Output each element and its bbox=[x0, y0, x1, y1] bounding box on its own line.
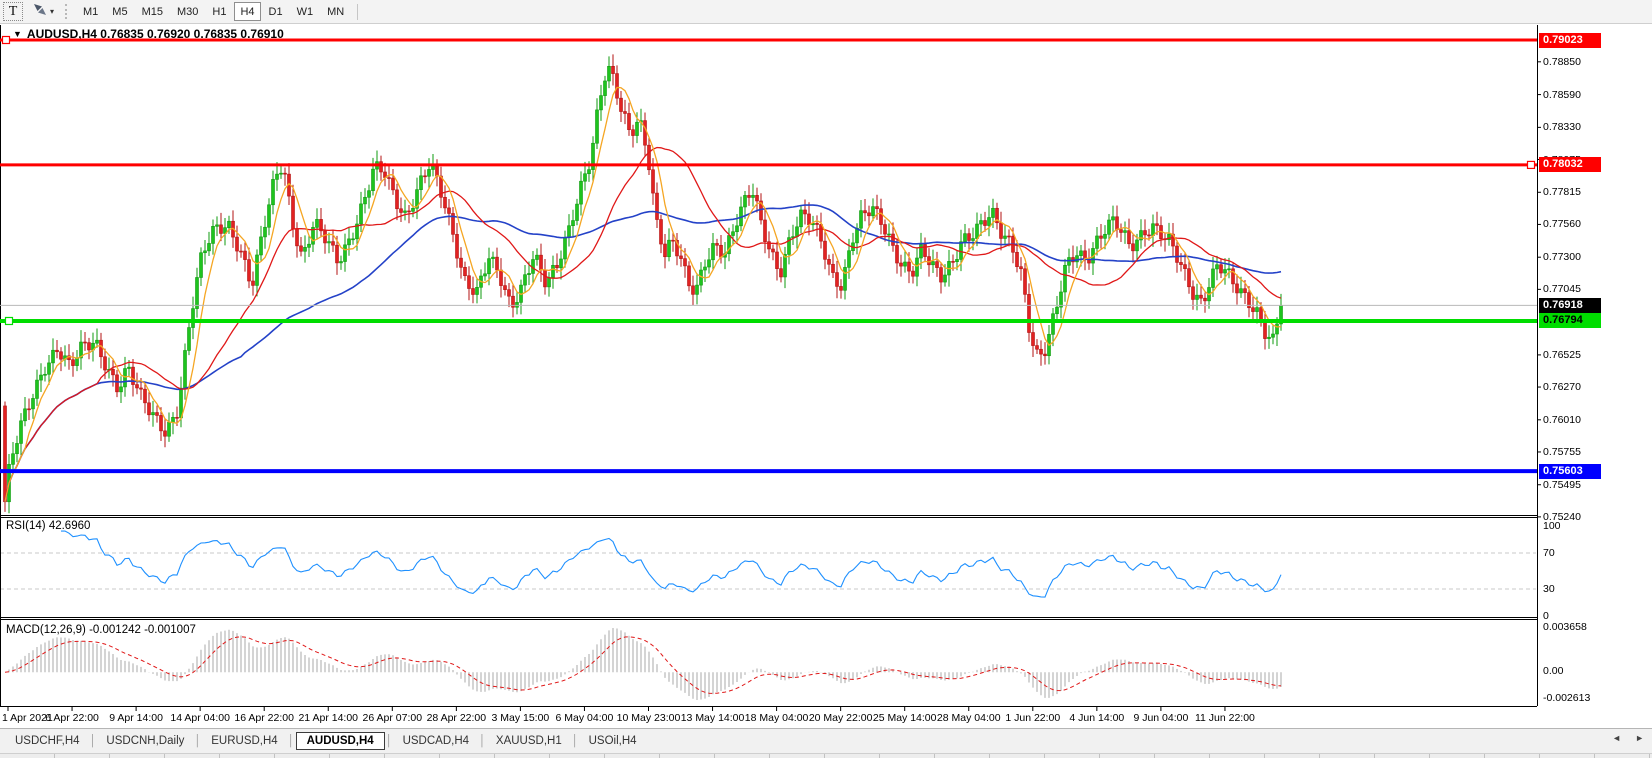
tab-separator: │ bbox=[89, 735, 97, 747]
tab-usdchf-h4[interactable]: USDCHF,H4 bbox=[15, 735, 80, 747]
chart-title-row: ▼ AUDUSD,H4 0.76835 0.76920 0.76835 0.76… bbox=[13, 27, 284, 41]
tab-separator: │ bbox=[194, 735, 202, 747]
tab-usdcad-h4[interactable]: USDCAD,H4 bbox=[402, 735, 470, 747]
chevron-down-icon: ▾ bbox=[50, 7, 55, 16]
tab-scroll-left-icon[interactable]: ◄ bbox=[1612, 733, 1622, 743]
ma-slow bbox=[4, 204, 1282, 502]
timeframe-button-m15[interactable]: M15 bbox=[141, 5, 163, 18]
tab-audusd-h4[interactable]: AUDUSD,H4 bbox=[295, 732, 385, 750]
toolbar: T ▾ M1 M5 M15 M30 H1 H4 D1 W1 MN bbox=[0, 0, 1652, 24]
macd-plot bbox=[4, 628, 1282, 700]
hline-handle-support-1[interactable] bbox=[4, 316, 14, 326]
tab-xauusd-h1[interactable]: XAUUSD,H1 bbox=[495, 735, 562, 747]
tab-separator: │ bbox=[385, 735, 393, 747]
tab-scroll-right-icon[interactable]: ► bbox=[1635, 733, 1644, 743]
tab-separator: │ bbox=[479, 735, 486, 747]
tab-separator: │ bbox=[571, 735, 579, 747]
tab-scroll-controls: ◄ ► bbox=[1612, 733, 1644, 743]
rsi-line bbox=[60, 530, 1282, 598]
ma-fast bbox=[4, 86, 1282, 502]
rsi-plot bbox=[1, 530, 1536, 598]
timeframe-button-m30[interactable]: M30 bbox=[176, 5, 199, 18]
horizontal-lines bbox=[0, 35, 1537, 474]
toolbar-separator bbox=[357, 3, 359, 20]
status-strip bbox=[0, 753, 1652, 758]
arrows-icon bbox=[32, 2, 48, 22]
candlesticks bbox=[3, 54, 1283, 514]
timeframe-button-m5[interactable]: M5 bbox=[112, 5, 128, 18]
tab-separator: │ bbox=[287, 735, 295, 747]
timeframe-toolbar: M1 M5 M15 M30 H1 H4 D1 W1 MN bbox=[76, 2, 351, 21]
tab-eurusd-h4[interactable]: EURUSD,H4 bbox=[211, 735, 278, 747]
symbol-tab-bar: USDCHF,H4 │ USDCNH,Daily │ EURUSD,H4 │ AUDUSD,… bbox=[0, 728, 1652, 753]
timeframe-button-d1[interactable]: D1 bbox=[268, 5, 283, 18]
toolbar-grip[interactable] bbox=[65, 4, 69, 19]
symbol-dropdown-icon[interactable]: ▼ bbox=[13, 29, 22, 39]
tab-usoil-h4[interactable]: USOil,H4 bbox=[588, 735, 637, 747]
timeframe-button-w1[interactable]: W1 bbox=[296, 5, 314, 18]
macd-signal-line bbox=[4, 636, 1282, 694]
chart-title: AUDUSD,H4 0.76835 0.76920 0.76835 0.7691… bbox=[26, 27, 284, 41]
arrow-objects-button[interactable]: ▾ bbox=[29, 2, 57, 21]
ma-mid bbox=[4, 146, 1282, 502]
text-tool-button[interactable]: T bbox=[3, 2, 23, 21]
tab-usdcnh-daily[interactable]: USDCNH,Daily bbox=[106, 735, 185, 747]
hline-handle-resistance-1[interactable] bbox=[1, 35, 11, 45]
timeframe-button-m1[interactable]: M1 bbox=[83, 5, 99, 18]
moving-averages bbox=[4, 86, 1282, 502]
hline-handle-resistance-2[interactable] bbox=[1526, 160, 1536, 170]
timeframe-button-mn[interactable]: MN bbox=[327, 5, 345, 18]
timeframe-button-h1[interactable]: H1 bbox=[212, 5, 227, 18]
timeframe-button-h4[interactable]: H4 bbox=[234, 2, 261, 21]
